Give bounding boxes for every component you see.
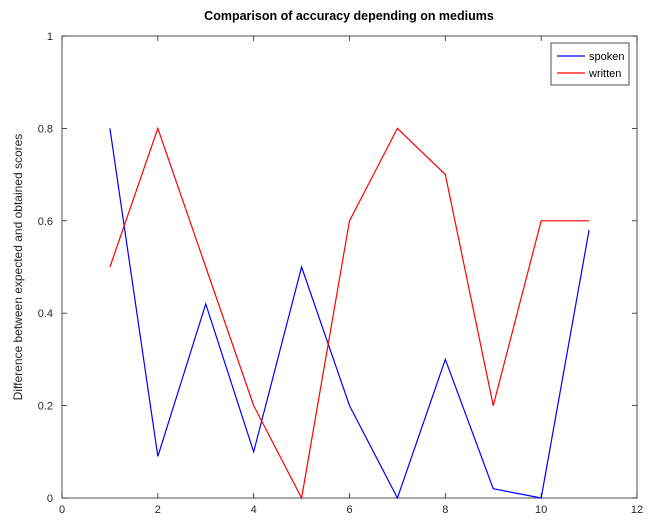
y-tick-label: 0.8 <box>38 123 53 135</box>
x-tick-label: 8 <box>442 504 448 516</box>
plot-frame <box>61 35 638 499</box>
y-tick-label: 0.4 <box>38 308 53 320</box>
x-tick-label: 4 <box>251 504 257 516</box>
x-tick-label: 2 <box>155 504 161 516</box>
y-tick-label: 0.6 <box>38 216 53 228</box>
x-tick-label: 10 <box>535 504 547 516</box>
chart-title: Comparison of accuracy depending on medi… <box>204 9 494 23</box>
axes: 0 2 4 6 8 10 12 0 0.2 0.4 0.6 0.8 1 <box>38 31 643 516</box>
x-tick-label: 12 <box>631 504 643 516</box>
x-tick-label: 0 <box>59 504 65 516</box>
legend-label-written: written <box>588 68 621 80</box>
legend-label-spoken: spoken <box>589 51 624 63</box>
x-tick-label: 6 <box>346 504 352 516</box>
series-line-spoken <box>109 128 590 500</box>
legend: spoken written <box>550 42 630 86</box>
y-tick-label: 0.2 <box>38 401 53 413</box>
series-layer <box>109 126 590 500</box>
y-axis-label: Difference between expected and obtained… <box>11 134 25 401</box>
series-line-written <box>109 126 590 500</box>
y-tick-label: 1 <box>47 31 53 43</box>
y-tick-label: 0 <box>47 493 53 505</box>
legend-box <box>550 42 630 86</box>
